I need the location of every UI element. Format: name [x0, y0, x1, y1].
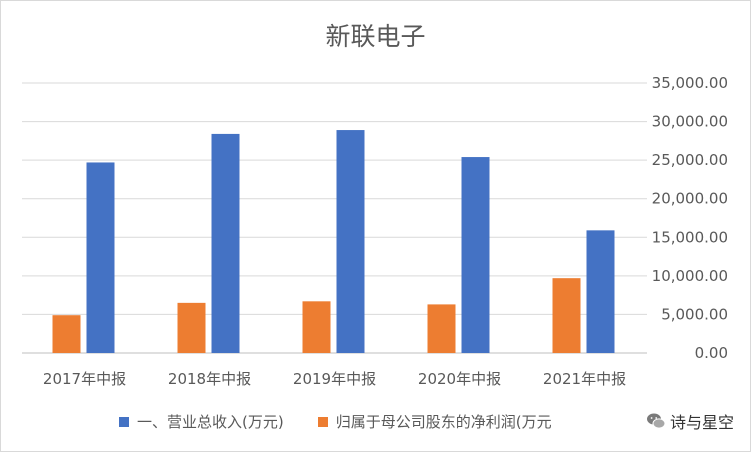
legend-item-net-profit: 归属于母公司股东的净利润(万元 [317, 411, 552, 432]
legend-label-net-profit: 归属于母公司股东的净利润(万元 [335, 413, 552, 431]
bar-revenue [461, 157, 490, 353]
x-tick-label: 2018年中报 [168, 370, 251, 388]
y-tick-label: 20,000.00 [652, 190, 728, 208]
chart-title: 新联电子 [325, 22, 426, 51]
bar-net-profit [52, 315, 81, 353]
wechat-logo-icon [646, 413, 666, 429]
y-tick-label: 5,000.00 [661, 305, 728, 323]
y-axis-tick-labels: 0.00 5,000.00 10,000.00 15,000.00 20,000.00 2… [652, 74, 728, 362]
bar-revenue [336, 130, 365, 353]
y-tick-label: 0.00 [695, 344, 728, 362]
gridlines [22, 82, 647, 354]
bar-net-profit [177, 302, 206, 353]
watermark-text: 诗与星空 [669, 413, 734, 432]
legend-swatch-net-profit [317, 416, 328, 427]
x-tick-label: 2017年中报 [43, 370, 126, 388]
bar-net-profit [302, 301, 331, 353]
x-tick-label: 2021年中报 [543, 370, 626, 388]
bar-revenue [211, 133, 240, 353]
legend-item-revenue: 一、营业总收入(万元) [119, 411, 284, 432]
y-tick-label: 35,000.00 [652, 74, 728, 92]
bar-revenue [86, 162, 115, 353]
legend-swatch-revenue [119, 416, 129, 427]
bar-series-group [52, 130, 615, 353]
y-tick-label: 25,000.00 [652, 151, 728, 169]
bar-net-profit [552, 278, 581, 353]
x-axis-tick-labels: 2017年中报 2018年中报 2019年中报 2020年中报 2021年中报 [43, 370, 626, 388]
watermark: 诗与星空 [641, 407, 740, 435]
bar-revenue [586, 230, 615, 353]
legend-label-revenue: 一、营业总收入(万元) [137, 413, 284, 431]
x-tick-label: 2020年中报 [418, 370, 501, 388]
legend: 一、营业总收入(万元) 归属于母公司股东的净利润(万元 [119, 411, 586, 432]
x-tick-label: 2019年中报 [293, 370, 376, 388]
y-tick-label: 10,000.00 [652, 267, 728, 285]
bar-net-profit [427, 304, 456, 353]
y-tick-label: 15,000.00 [652, 228, 728, 246]
y-tick-label: 30,000.00 [652, 113, 728, 131]
